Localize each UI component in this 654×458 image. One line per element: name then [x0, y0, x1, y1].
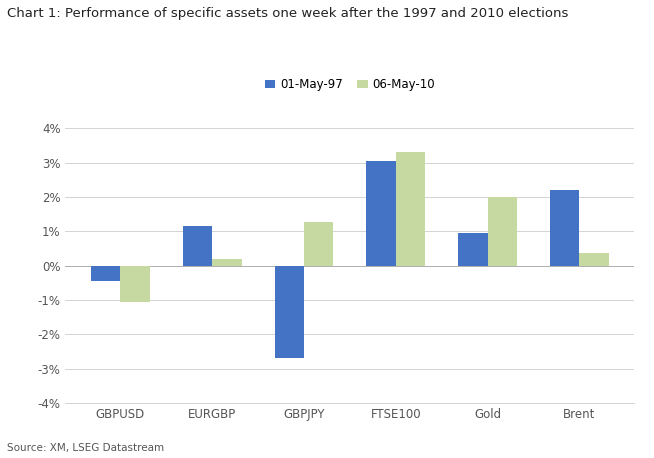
Bar	[213, 259, 241, 266]
Bar	[550, 190, 579, 266]
Bar	[120, 266, 150, 302]
Bar	[366, 161, 396, 266]
Bar	[304, 222, 334, 266]
Bar	[487, 197, 517, 266]
Text: Source: XM, LSEG Datastream: Source: XM, LSEG Datastream	[7, 443, 164, 453]
Bar	[275, 266, 304, 358]
Text: Chart 1: Performance of specific assets one week after the 1997 and 2010 electio: Chart 1: Performance of specific assets …	[7, 7, 568, 20]
Bar	[183, 226, 213, 266]
Bar	[91, 266, 120, 281]
Legend: 01-May-97, 06-May-10: 01-May-97, 06-May-10	[260, 74, 439, 96]
Bar	[579, 253, 609, 266]
Bar	[396, 152, 425, 266]
Bar	[458, 233, 487, 266]
